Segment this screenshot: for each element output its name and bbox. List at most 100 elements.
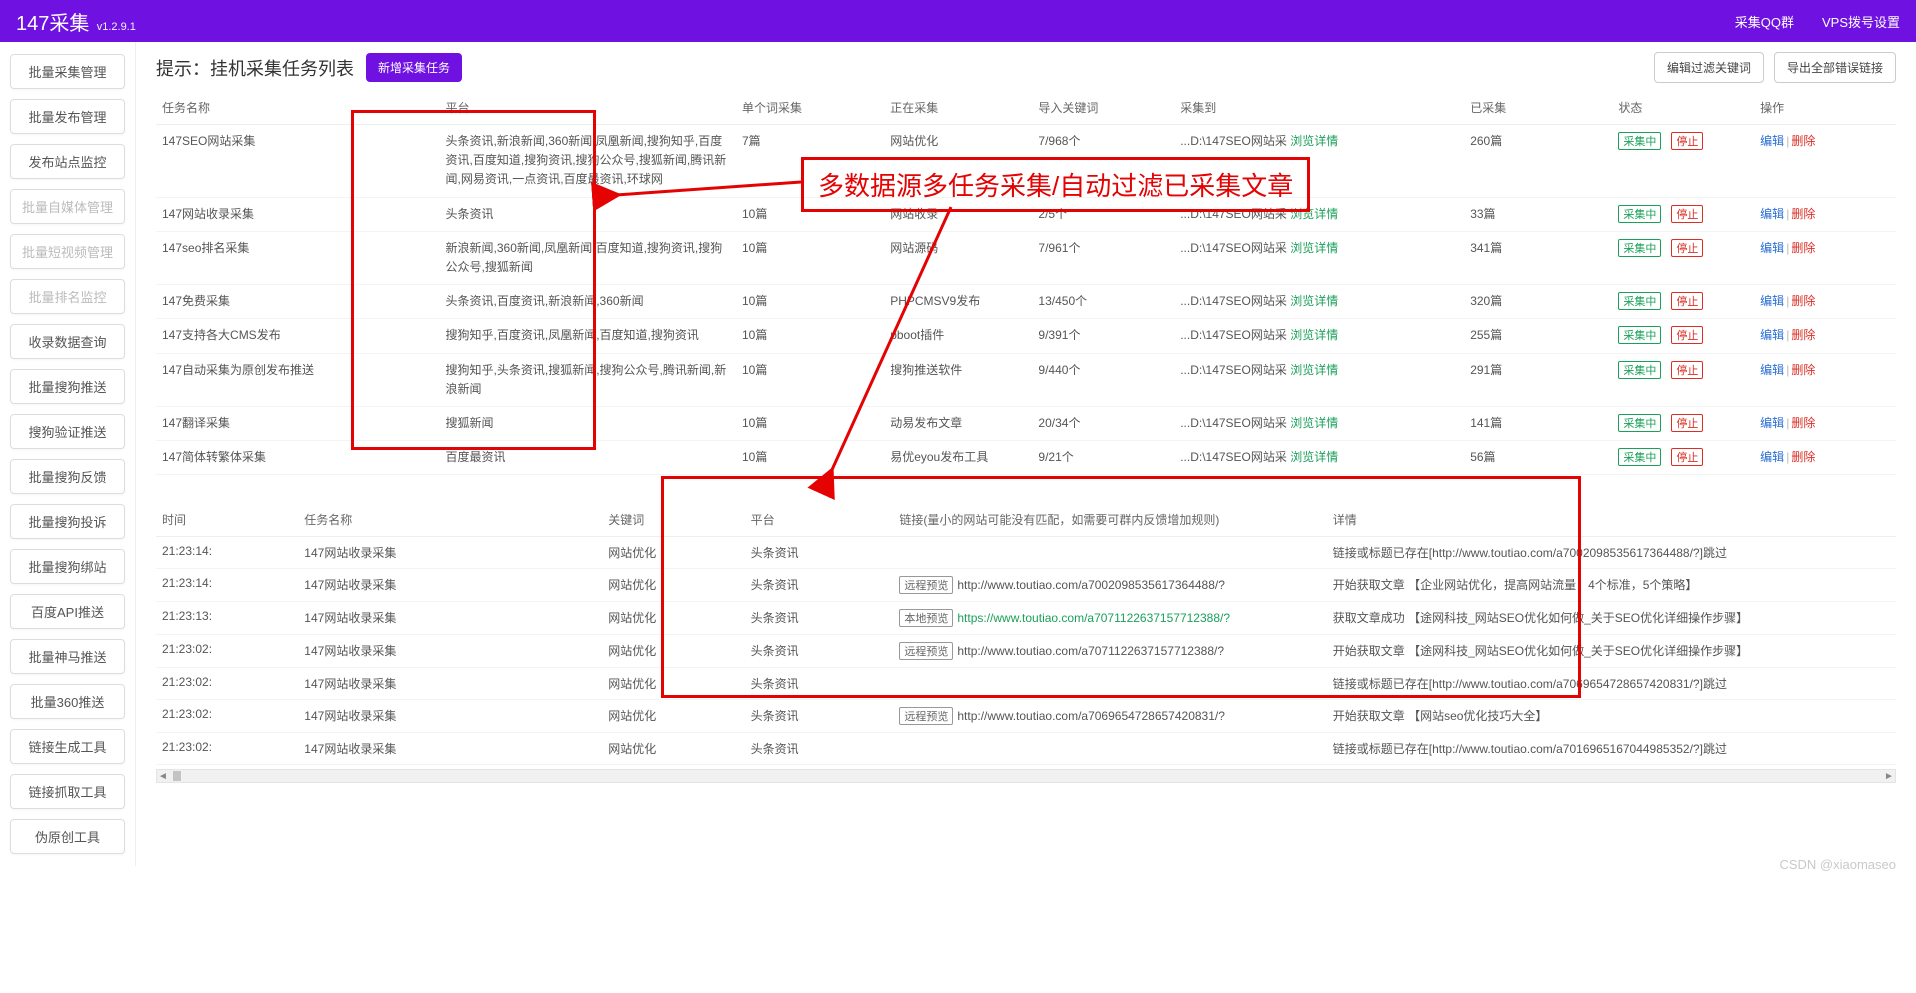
task-row: 147免费采集头条资讯,百度资讯,新浪新闻,360新闻10篇PHPCMSV9发布…	[156, 285, 1896, 319]
delete-link[interactable]: 删除	[1791, 363, 1815, 377]
delete-link[interactable]: 删除	[1791, 450, 1815, 464]
sidebar-item-6[interactable]: 收录数据查询	[10, 324, 125, 359]
link-preview-tag[interactable]: 远程预览	[899, 576, 953, 594]
app-brand: 147采集 v1.2.9.1	[16, 7, 136, 36]
sidebar-item-1[interactable]: 批量发布管理	[10, 99, 125, 134]
edit-link[interactable]: 编辑	[1760, 207, 1784, 221]
log-url[interactable]: http://www.toutiao.com/a7069654728657420…	[957, 709, 1225, 723]
delete-link[interactable]: 删除	[1791, 328, 1815, 342]
edit-link[interactable]: 编辑	[1760, 134, 1784, 148]
sidebar-item-11[interactable]: 批量搜狗绑站	[10, 549, 125, 584]
task-col-header: 采集到	[1174, 91, 1464, 125]
status-running-tag: 采集中	[1618, 414, 1661, 432]
delete-link[interactable]: 删除	[1791, 134, 1815, 148]
log-url[interactable]: http://www.toutiao.com/a7071122637157712…	[957, 644, 1224, 658]
task-row: 147支持各大CMS发布搜狗知乎,百度资讯,凤凰新闻,百度知道,搜狗资讯10篇p…	[156, 319, 1896, 353]
browse-detail-link[interactable]: 浏览详情	[1290, 294, 1338, 308]
browse-detail-link[interactable]: 浏览详情	[1290, 328, 1338, 342]
log-detail: 开始获取文章 【网站seo优化技巧大全】	[1327, 700, 1896, 733]
task-col-header: 任务名称	[156, 91, 440, 125]
sidebar-item-16[interactable]: 链接抓取工具	[10, 774, 125, 809]
browse-detail-link[interactable]: 浏览详情	[1290, 416, 1338, 430]
log-row: 21:23:02:147网站收录采集网站优化头条资讯链接或标题已存在[http:…	[156, 668, 1896, 700]
browse-detail-link[interactable]: 浏览详情	[1290, 207, 1338, 221]
task-col-header: 状态	[1612, 91, 1754, 125]
log-url[interactable]: https://www.toutiao.com/a707112263715771…	[957, 611, 1230, 625]
browse-detail-link[interactable]: 浏览详情	[1290, 363, 1338, 377]
log-section: 时间任务名称关键词平台链接(量小的网站可能没有匹配，如需要可群内反馈增加规则)详…	[156, 503, 1896, 783]
edit-link[interactable]: 编辑	[1760, 294, 1784, 308]
task-col-header: 正在采集	[884, 91, 1032, 125]
log-row: 21:23:02:147网站收录采集网站优化头条资讯远程预览http://www…	[156, 700, 1896, 733]
new-task-button[interactable]: 新增采集任务	[366, 53, 462, 82]
task-row: 147自动采集为原创发布推送搜狗知乎,头条资讯,搜狐新闻,搜狗公众号,腾讯新闻,…	[156, 353, 1896, 406]
nav-qq-group[interactable]: 采集QQ群	[1735, 12, 1794, 31]
task-table: 任务名称平台单个词采集正在采集导入关键词采集到已采集状态操作 147SEO网站采…	[156, 91, 1896, 475]
status-stop-button[interactable]: 停止	[1671, 361, 1703, 379]
sidebar-item-12[interactable]: 百度API推送	[10, 594, 125, 629]
log-col-header: 链接(量小的网站可能没有匹配，如需要可群内反馈增加规则)	[893, 503, 1326, 537]
log-row: 21:23:13:147网站收录采集网站优化头条资讯本地预览https://ww…	[156, 602, 1896, 635]
edit-link[interactable]: 编辑	[1760, 416, 1784, 430]
edit-link[interactable]: 编辑	[1760, 450, 1784, 464]
sidebar-item-2[interactable]: 发布站点监控	[10, 144, 125, 179]
edit-link[interactable]: 编辑	[1760, 328, 1784, 342]
horizontal-scrollbar[interactable]: ◄ ►	[156, 769, 1896, 783]
sidebar-item-10[interactable]: 批量搜狗投诉	[10, 504, 125, 539]
main-content: 提示：挂机采集任务列表 新增采集任务 编辑过滤关键词 导出全部错误链接 任务名称…	[136, 42, 1916, 866]
link-preview-tag[interactable]: 本地预览	[899, 609, 953, 627]
browse-detail-link[interactable]: 浏览详情	[1290, 241, 1338, 255]
app-version: v1.2.9.1	[97, 21, 136, 33]
link-preview-tag[interactable]: 远程预览	[899, 707, 953, 725]
sidebar-item-0[interactable]: 批量采集管理	[10, 54, 125, 89]
sidebar-item-8[interactable]: 搜狗验证推送	[10, 414, 125, 449]
sidebar-item-17[interactable]: 伪原创工具	[10, 819, 125, 854]
sidebar-item-14[interactable]: 批量360推送	[10, 684, 125, 719]
scroll-thumb[interactable]	[173, 771, 181, 781]
nav-vps-dial[interactable]: VPS拨号设置	[1822, 12, 1900, 31]
sidebar-item-15[interactable]: 链接生成工具	[10, 729, 125, 764]
scroll-right-icon[interactable]: ►	[1883, 771, 1895, 782]
sidebar: 批量采集管理批量发布管理发布站点监控批量自媒体管理批量短视频管理批量排名监控收录…	[0, 42, 136, 866]
delete-link[interactable]: 删除	[1791, 241, 1815, 255]
scroll-left-icon[interactable]: ◄	[157, 771, 169, 782]
status-stop-button[interactable]: 停止	[1671, 414, 1703, 432]
log-detail: 链接或标题已存在[http://www.toutiao.com/a7002098…	[1327, 537, 1896, 569]
edit-link[interactable]: 编辑	[1760, 363, 1784, 377]
status-running-tag: 采集中	[1618, 292, 1661, 310]
delete-link[interactable]: 删除	[1791, 416, 1815, 430]
log-url[interactable]: http://www.toutiao.com/a7002098535617364…	[957, 578, 1225, 592]
status-stop-button[interactable]: 停止	[1671, 132, 1703, 150]
status-stop-button[interactable]: 停止	[1671, 448, 1703, 466]
browse-detail-link[interactable]: 浏览详情	[1290, 450, 1338, 464]
top-header: 147采集 v1.2.9.1 采集QQ群 VPS拨号设置	[0, 0, 1916, 42]
status-running-tag: 采集中	[1618, 361, 1661, 379]
log-col-header: 详情	[1327, 503, 1896, 537]
log-detail: 链接或标题已存在[http://www.toutiao.com/a7016965…	[1327, 733, 1896, 765]
status-stop-button[interactable]: 停止	[1671, 205, 1703, 223]
status-stop-button[interactable]: 停止	[1671, 326, 1703, 344]
task-col-header: 操作	[1754, 91, 1896, 125]
link-preview-tag[interactable]: 远程预览	[899, 642, 953, 660]
status-running-tag: 采集中	[1618, 132, 1661, 150]
sidebar-item-4: 批量短视频管理	[10, 234, 125, 269]
log-row: 21:23:02:147网站收录采集网站优化头条资讯远程预览http://www…	[156, 635, 1896, 668]
log-col-header: 关键词	[602, 503, 744, 537]
task-row: 147简体转繁体采集百度最资讯10篇易优eyou发布工具9/21个...D:\1…	[156, 441, 1896, 475]
log-detail: 链接或标题已存在[http://www.toutiao.com/a7069654…	[1327, 668, 1896, 700]
status-running-tag: 采集中	[1618, 448, 1661, 466]
filter-keywords-button[interactable]: 编辑过滤关键词	[1654, 52, 1764, 83]
export-errors-button[interactable]: 导出全部错误链接	[1774, 52, 1896, 83]
delete-link[interactable]: 删除	[1791, 294, 1815, 308]
browse-detail-link[interactable]: 浏览详情	[1290, 134, 1338, 148]
sidebar-item-5: 批量排名监控	[10, 279, 125, 314]
status-stop-button[interactable]: 停止	[1671, 292, 1703, 310]
task-row: 147网站收录采集头条资讯10篇网站收录2/5个...D:\147SEO网站采 …	[156, 197, 1896, 231]
sidebar-item-9[interactable]: 批量搜狗反馈	[10, 459, 125, 494]
sidebar-item-13[interactable]: 批量神马推送	[10, 639, 125, 674]
sidebar-item-7[interactable]: 批量搜狗推送	[10, 369, 125, 404]
edit-link[interactable]: 编辑	[1760, 241, 1784, 255]
task-col-header: 平台	[440, 91, 736, 125]
delete-link[interactable]: 删除	[1791, 207, 1815, 221]
status-stop-button[interactable]: 停止	[1671, 239, 1703, 257]
